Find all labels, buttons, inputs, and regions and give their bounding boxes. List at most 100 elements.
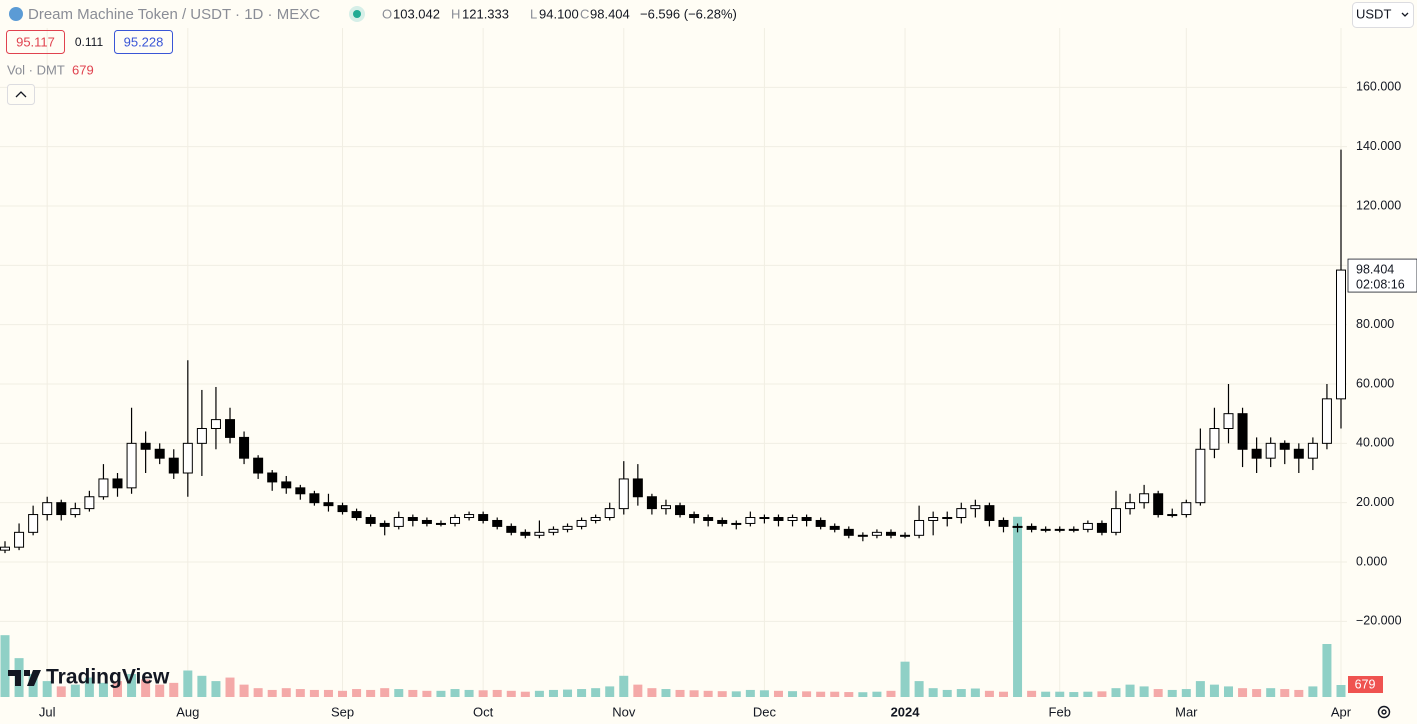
candle-body: [885, 531, 896, 536]
volume-bar: [816, 691, 826, 697]
symbol-title[interactable]: Dream Machine Token / USDT · 1D · MEXC: [28, 6, 320, 23]
volume-bar: [520, 691, 530, 697]
buy-box[interactable]: [114, 30, 173, 54]
candle-body: [84, 496, 95, 510]
volume-bar: [127, 674, 137, 697]
candle-body: [843, 528, 854, 536]
symbol-icon[interactable]: [9, 7, 23, 21]
candle-body: [1040, 528, 1051, 531]
volume-bar: [155, 684, 165, 697]
currency-dropdown[interactable]: [1352, 2, 1414, 28]
y-tick-label: 140.000: [1356, 139, 1401, 153]
x-tick-label: Aug: [176, 704, 199, 719]
candle-body: [548, 528, 559, 533]
volume-bar: [844, 692, 854, 697]
volume-bar: [942, 689, 952, 697]
volume-bar: [1097, 691, 1107, 697]
candle-body: [1125, 502, 1136, 510]
x-tick-label: Oct: [473, 704, 494, 719]
candle-body: [773, 517, 784, 521]
candle-body: [970, 505, 981, 510]
volume-bar: [1280, 689, 1290, 697]
candle-body: [112, 478, 123, 489]
volume-bar: [506, 690, 516, 697]
volume-bar: [113, 681, 123, 697]
candle-body: [815, 519, 826, 527]
volume-bar: [956, 689, 966, 697]
volume-bar: [900, 661, 910, 697]
volume-bar: [661, 689, 671, 697]
candle-body: [576, 519, 587, 527]
sell-box[interactable]: [6, 30, 65, 54]
volume-bar: [577, 689, 587, 697]
volume-bar: [1167, 689, 1177, 697]
volume-bar: [211, 681, 221, 697]
volume-bar: [998, 691, 1008, 697]
ohlc-value: 94.100: [539, 6, 579, 21]
volume-bar: [1139, 686, 1149, 697]
candle-body: [421, 519, 432, 524]
volume-pane: [0, 516, 1346, 697]
candle-body: [253, 457, 264, 474]
logo-mark: [8, 670, 41, 686]
candle-body: [1167, 514, 1178, 517]
volume-bar: [42, 681, 52, 697]
candle-body: [787, 517, 798, 521]
volume-bar: [914, 681, 924, 697]
volume-bar: [731, 691, 741, 697]
candle-body: [829, 525, 840, 530]
candle-body: [534, 531, 545, 536]
y-tick-label: 120.000: [1356, 198, 1401, 212]
currency[interactable]: USDT: [1356, 6, 1391, 21]
candle-body: [1026, 525, 1037, 530]
candle-body: [1223, 413, 1234, 430]
candle-body: [435, 522, 446, 525]
volume-bar: [1083, 691, 1093, 697]
volume-bar: [323, 689, 333, 697]
collapse-button[interactable]: [7, 84, 35, 105]
volume-bar: [225, 677, 235, 697]
candle-body: [1096, 522, 1107, 533]
volume-bar: [1238, 688, 1248, 697]
candle-body: [914, 519, 925, 536]
ohlc-value: 98.404: [590, 6, 630, 21]
volume-bar: [802, 691, 812, 697]
candle-body: [168, 457, 179, 474]
volume-bar: [70, 684, 80, 697]
volume-bar: [759, 690, 769, 697]
candle-body: [407, 517, 418, 521]
candle-body: [998, 519, 1009, 527]
candle-body: [295, 487, 306, 495]
candle-body: [478, 514, 489, 521]
volume-bar: [647, 688, 657, 697]
candle-body: [1153, 493, 1164, 516]
volume-label: 679: [1355, 677, 1376, 691]
candle-body: [1139, 493, 1150, 504]
x-tick-label: Jul: [39, 704, 56, 719]
ohlc-label: C: [580, 6, 589, 21]
volume-bar: [1153, 689, 1163, 697]
volume-label-box: [1348, 676, 1383, 694]
volume-bar: [1111, 688, 1121, 697]
ohlc-value: 121.333: [462, 6, 509, 21]
volume-bar: [281, 688, 291, 697]
spread: 0.111: [75, 35, 104, 49]
candle-body: [1082, 522, 1093, 530]
volume-bar: [295, 689, 305, 697]
volume-bar: [1055, 691, 1065, 697]
ask[interactable]: 95.228: [124, 34, 164, 49]
volume-bar: [1252, 689, 1262, 697]
candle-body: [632, 478, 643, 498]
candle-body: [1265, 442, 1276, 459]
volume-bar: [563, 689, 573, 697]
candle-body: [1307, 442, 1318, 459]
settings-icon[interactable]: [1377, 705, 1391, 719]
bid[interactable]: 95.117: [16, 34, 55, 49]
volume-bar: [380, 688, 390, 697]
candle-body: [1068, 528, 1079, 531]
candle-body: [14, 531, 25, 548]
candle-body: [956, 508, 967, 519]
volume-bar: [141, 679, 151, 697]
volume-bar: [633, 684, 643, 697]
candle-body: [717, 519, 728, 524]
